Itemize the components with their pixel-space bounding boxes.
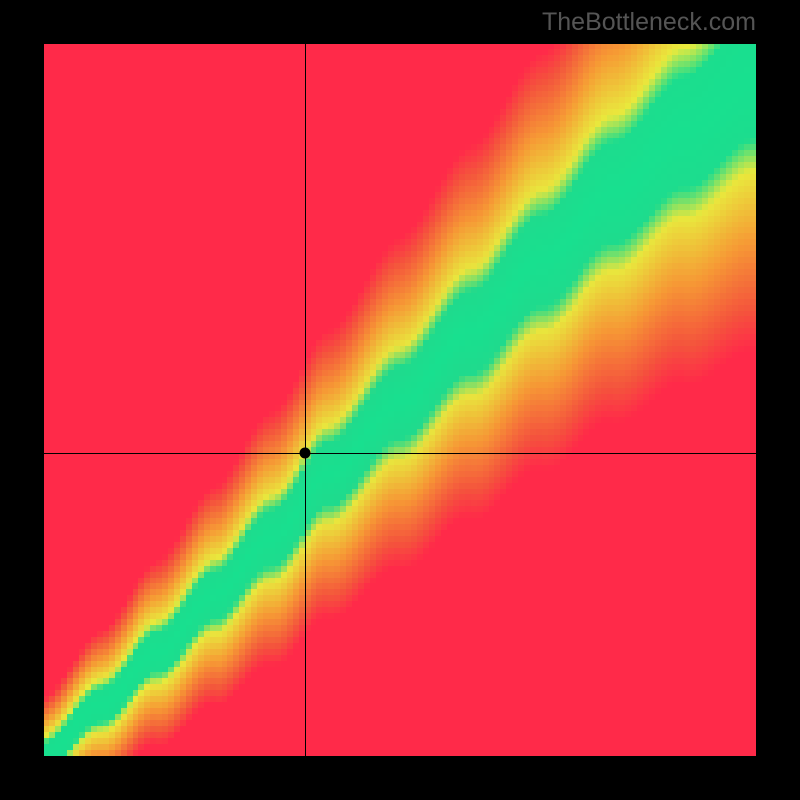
heatmap-canvas	[44, 44, 756, 756]
chart-container: TheBottleneck.com	[0, 0, 800, 800]
watermark-text: TheBottleneck.com	[542, 8, 756, 37]
heatmap-plot	[44, 44, 756, 756]
